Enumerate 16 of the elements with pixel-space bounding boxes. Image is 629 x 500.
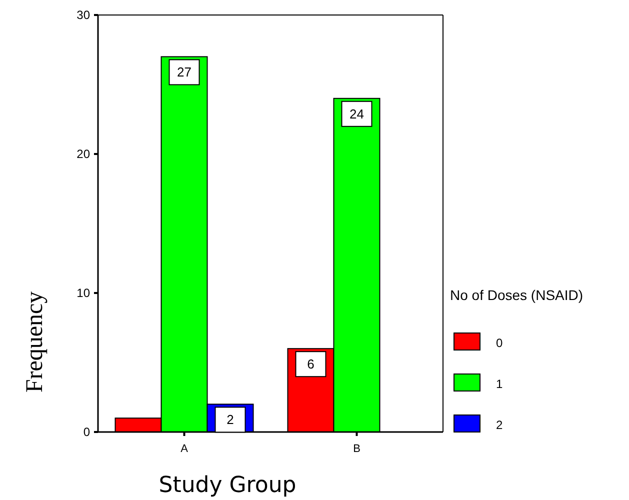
y-axis-title: Frequency [22, 291, 48, 393]
y-tick-label: 0 [83, 425, 90, 439]
data-label: 24 [350, 106, 364, 122]
y-tick-label: 10 [76, 286, 90, 300]
legend-label: 0 [496, 336, 503, 350]
x-axis-title: Study Group [158, 473, 296, 498]
y-tick-label: 30 [76, 8, 90, 22]
data-label: 6 [307, 356, 314, 372]
data-label: 2 [226, 412, 234, 428]
legend-label: 2 [496, 418, 503, 432]
y-tick-label: 20 [76, 147, 90, 161]
x-tick-label: B [353, 443, 360, 455]
legend-title: No of Doses (NSAID) [450, 287, 584, 303]
data-label: 27 [177, 64, 192, 80]
x-tick-label: A [180, 443, 189, 455]
legend-label: 1 [496, 377, 503, 391]
